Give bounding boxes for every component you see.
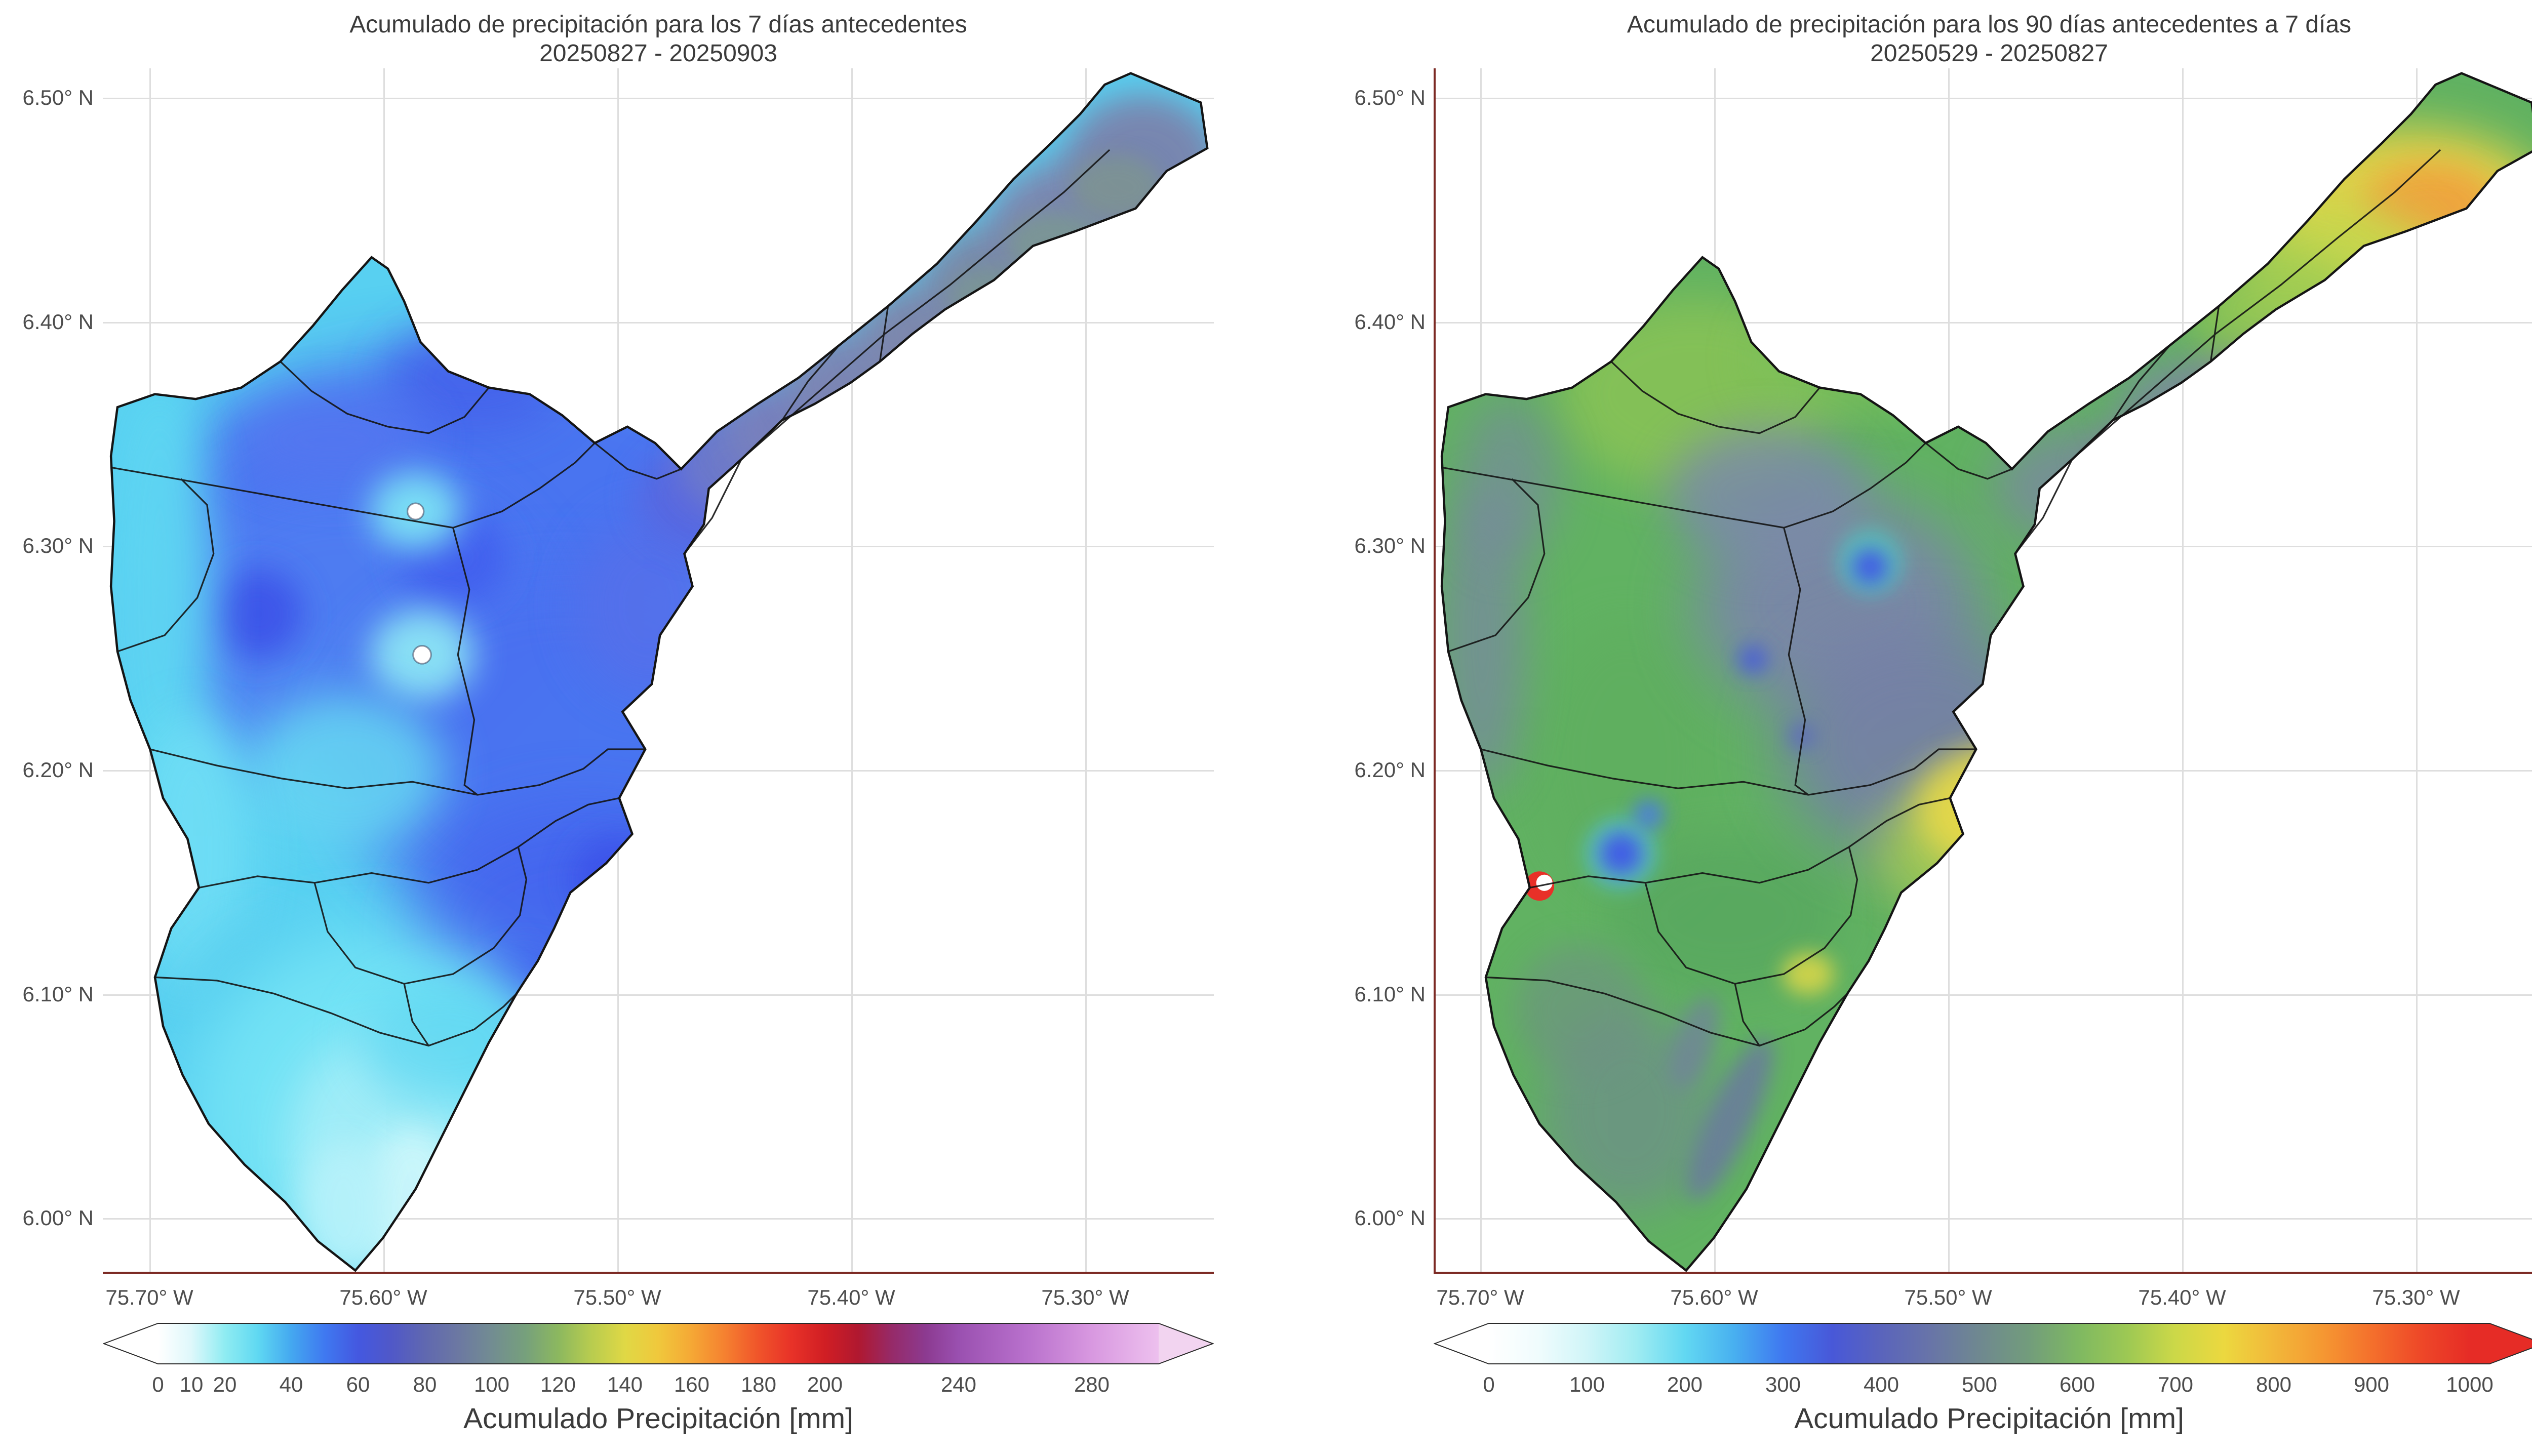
colorbar-7days: [103, 1323, 1214, 1364]
x-tick-label: 75.40° W: [807, 1285, 895, 1309]
colorbar-tick-label: 700: [2157, 1372, 2194, 1396]
colorbar-extend-max: [2489, 1323, 2532, 1364]
y-tick-label: 6.50° N: [22, 86, 94, 109]
colorbar-label: Acumulado Precipitación [mm]: [463, 1402, 853, 1435]
colorbar-tick-label: 900: [2353, 1372, 2390, 1396]
gridline-h: [1434, 322, 2532, 323]
colorbar-tick-label: 400: [1863, 1372, 1900, 1396]
colorbar-tick-label: 100: [473, 1372, 510, 1396]
map-plot-7days: [103, 68, 1214, 1274]
watershed-boundary: [1440, 72, 2532, 1272]
colorbar-tick-label: 1000: [2446, 1372, 2494, 1396]
gridline-h: [1434, 98, 2532, 99]
colorbar-tick-label: 20: [213, 1372, 237, 1396]
colorbar-90days: [1434, 1323, 2532, 1364]
colorbar-outline: [1434, 1323, 2532, 1364]
colorbar-tick-label: 80: [413, 1372, 437, 1396]
gridline-h: [103, 322, 1214, 323]
y-tick-label: 6.20° N: [22, 758, 94, 782]
gridline-h: [103, 1218, 1214, 1220]
x-tick-label: 75.30° W: [1041, 1285, 1129, 1309]
low-precip-spot: [406, 502, 425, 520]
x-tick-label: 75.40° W: [2138, 1285, 2226, 1309]
colorbar-tick-label: 100: [1569, 1372, 1605, 1396]
precipitation-map-90days: [1440, 72, 2532, 1272]
colorbar-tick-label: 0: [1483, 1372, 1495, 1396]
gridline-v: [2416, 68, 2418, 1274]
colorbar-tick-label: 60: [346, 1372, 370, 1396]
x-tick-label: 75.60° W: [1670, 1285, 1758, 1309]
y-tick-label: 6.00° N: [1354, 1206, 1426, 1230]
x-tick-label: 75.70° W: [1436, 1285, 1524, 1309]
precipitation-map-7days: [109, 72, 1209, 1272]
y-tick-label: 6.20° N: [1354, 758, 1426, 782]
colorbar-tick-label: 240: [940, 1372, 977, 1396]
gridline-h: [103, 994, 1214, 996]
colorbar-tick-label: 160: [674, 1372, 710, 1396]
colorbar-tick-label: 40: [279, 1372, 303, 1396]
y-tick-label: 6.50° N: [1354, 86, 1426, 109]
map-plot-90days: [1434, 68, 2532, 1274]
colorbar-tick-label: 200: [1667, 1372, 1703, 1396]
y-tick-label: 6.40° N: [22, 310, 94, 334]
gridline-h: [103, 770, 1214, 772]
colorbar-label: Acumulado Precipitación [mm]: [1794, 1402, 2184, 1435]
gridline-h: [103, 98, 1214, 99]
y-tick-label: 6.30° N: [22, 534, 94, 557]
subbasin-boundaries: [110, 149, 1111, 1047]
colorbar-outline: [103, 1323, 1214, 1364]
gridline-h: [1434, 994, 2532, 996]
x-tick-label: 75.50° W: [573, 1285, 661, 1309]
colorbar-tick-label: 0: [152, 1372, 164, 1396]
y-tick-label: 6.00° N: [22, 1206, 94, 1230]
x-tick-label: 75.50° W: [1904, 1285, 1992, 1309]
gridline-v: [851, 68, 853, 1274]
y-tick-label: 6.10° N: [1354, 982, 1426, 1006]
x-tick-label: 75.70° W: [105, 1285, 193, 1309]
low-precip-spot: [412, 645, 432, 665]
colorbar-tick-label: 10: [179, 1372, 204, 1396]
precipitation-field: [111, 73, 1208, 1271]
panel-title: Acumulado de precipitación para los 7 dí…: [349, 11, 967, 38]
axis-spine-bottom: [103, 1272, 1214, 1274]
y-tick-label: 6.40° N: [1354, 310, 1426, 334]
panel-title: Acumulado de precipitación para los 90 d…: [1627, 11, 2352, 38]
colorbar-tick-label: 600: [2059, 1372, 2095, 1396]
colorbar-tick-label: 200: [807, 1372, 843, 1396]
y-tick-label: 6.10° N: [22, 982, 94, 1006]
colorbar-tick-label: 500: [1961, 1372, 1998, 1396]
colorbar-tick-label: 800: [2256, 1372, 2292, 1396]
axis-spine-bottom: [1434, 1272, 2532, 1274]
colorbar-extend-min: [1435, 1323, 1489, 1364]
colorbar-tick-label: 140: [607, 1372, 643, 1396]
x-tick-label: 75.30° W: [2372, 1285, 2460, 1309]
colorbar-extend-min: [104, 1323, 158, 1364]
colorbar-tick-label: 120: [540, 1372, 576, 1396]
colorbar-tick-label: 300: [1765, 1372, 1801, 1396]
y-tick-label: 6.30° N: [1354, 534, 1426, 557]
panel-title-block-90days: Acumulado de precipitación para los 90 d…: [1434, 10, 2532, 68]
colorbar-tick-label: 280: [1074, 1372, 1110, 1396]
x-tick-label: 75.60° W: [339, 1285, 427, 1309]
precipitation-field: [1442, 73, 2532, 1271]
colorbar-tick-label: 180: [740, 1372, 777, 1396]
gridline-v: [2182, 68, 2184, 1274]
subbasin-boundaries: [1441, 149, 2441, 1047]
colorbar-extend-max: [1159, 1323, 1213, 1364]
gridline-h: [1434, 770, 2532, 772]
panel-subtitle: 20250827 - 20250903: [539, 40, 777, 67]
colorbar-gradient: [158, 1323, 1159, 1364]
axis-spine-left: [1434, 68, 1436, 1274]
gridline-v: [1085, 68, 1087, 1274]
watershed-boundary: [109, 72, 1209, 1272]
gridline-h: [1434, 1218, 2532, 1220]
colorbar-gradient: [1489, 1323, 2489, 1364]
panel-subtitle: 20250529 - 20250827: [1870, 40, 2108, 67]
panel-title-block-7days: Acumulado de precipitación para los 7 dí…: [103, 10, 1214, 68]
